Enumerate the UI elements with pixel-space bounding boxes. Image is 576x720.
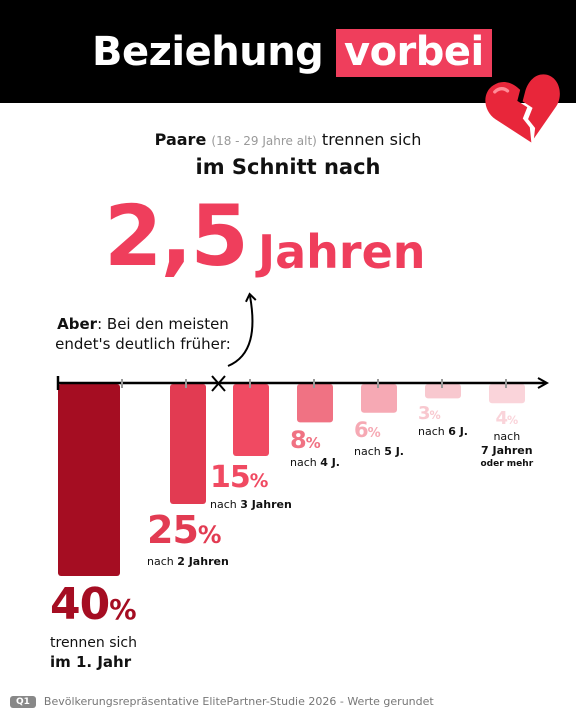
bar-value-unit: % [197, 521, 222, 549]
bar-category-bold: 4 J. [320, 456, 340, 470]
page-title: Beziehung [92, 29, 324, 75]
footer-source: Bevölkerungsrepräsentative ElitePartner-… [43, 695, 434, 708]
bar-value-unit: % [367, 425, 381, 441]
bar-5 [361, 384, 397, 413]
bar-category-bold: 6 J. [448, 425, 468, 439]
footer: Q1 Bevölkerungsrepräsentative ElitePartne… [10, 695, 434, 708]
bar-category-bold: 2 Jahren [177, 555, 229, 568]
bar-value-label: 6% [354, 419, 404, 445]
average-unit: Jahren [258, 225, 426, 279]
bar-value-number: 8 [290, 426, 307, 455]
bar-value-label: 25% [147, 510, 229, 555]
bar-category-text: nach [210, 498, 241, 511]
page-title-accent: vorbei [336, 29, 492, 77]
callout-note-text: : Bei den meisten endet's deutlich frühe… [55, 315, 231, 353]
bar-label-4: 8% nach 4 J. [290, 428, 340, 470]
bar-category-text: nach [493, 430, 521, 444]
bar-label-7: 4% nach 7 Jahren oder mehr [481, 409, 534, 470]
bar-category-bold: oder mehr [480, 459, 534, 470]
bar-category-text: nach [354, 444, 385, 458]
callout-note: Aber: Bei den meisten endet's deutlich f… [28, 314, 258, 354]
bar-value-number: 25 [147, 508, 199, 552]
bar-6 [425, 384, 461, 399]
bar-value-label: 4% [481, 409, 534, 430]
broken-heart-icon [485, 74, 560, 143]
bar-category-text: nach [147, 555, 178, 568]
bar-category-text: nach [418, 425, 449, 439]
bar-category-label: nach 2 Jahren [147, 555, 229, 569]
bar-value-number: 4 [495, 408, 507, 430]
bar-category-bold: im 1. Jahr [50, 653, 132, 671]
intro-subject: Paare [154, 130, 207, 149]
bars-group [58, 384, 525, 576]
callout-note-bold: Aber [57, 315, 98, 333]
bar-value-label: 3% [418, 404, 468, 425]
bar-3 [233, 384, 269, 456]
callout-arrow [227, 292, 257, 367]
bar-value-unit: % [109, 595, 137, 626]
bar-category-label: nach 5 J. [354, 445, 404, 459]
axis-ticks [121, 379, 507, 388]
bar-value-number: 3 [418, 403, 430, 425]
bar-4 [297, 384, 333, 423]
bar-value-label: 15% [210, 462, 292, 498]
average-number: 2,5 [104, 187, 249, 285]
bar-1 [58, 384, 120, 576]
bar-label-1: 40% trennen sich im 1. Jahr [50, 582, 137, 672]
bar-category-label: trennen sich [50, 634, 137, 652]
bar-category-bold: 5 J. [384, 444, 404, 458]
intro-age-range: (18 - 29 Jahre alt) [211, 134, 317, 148]
bar-category-label: nach 6 J. [418, 425, 468, 439]
bar-value-label: 40% [50, 582, 137, 634]
bar-value-number: 6 [354, 417, 369, 442]
intro-line-1-rest: trennen sich [321, 130, 422, 149]
bar-2 [170, 384, 206, 504]
bar-label-2: 25% nach 2 Jahren [147, 510, 229, 569]
bar-label-3: 15% nach 3 Jahren [210, 462, 292, 512]
bar-category-bold: 3 Jahren [240, 498, 292, 511]
bar-value-unit: % [249, 471, 269, 492]
bar-category-label: nach [481, 430, 534, 444]
bar-value-number: 40 [50, 579, 110, 630]
intro-line-2: im Schnitt nach [195, 155, 381, 179]
bar-value-unit: % [429, 409, 441, 423]
bar-value-number: 15 [210, 460, 251, 495]
bar-label-5: 6% nach 5 J. [354, 419, 404, 459]
bar-category-bold: 7 Jahren [481, 444, 533, 458]
bar-value-label: 8% [290, 428, 340, 456]
bar-label-6: 3% nach 6 J. [418, 404, 468, 439]
bar-7 [489, 384, 525, 404]
bar-category-text: nach [290, 456, 321, 470]
bar-value-unit: % [506, 414, 519, 428]
bar-category-label: nach 3 Jahren [210, 498, 292, 512]
bar-category-label: nach 4 J. [290, 456, 340, 470]
average-marker-cross [211, 375, 226, 392]
footer-badge: Q1 [10, 696, 36, 708]
intro-line-1: Paare (18 - 29 Jahre alt) trennen sich [0, 130, 576, 149]
bar-value-unit: % [305, 434, 321, 453]
bar-category-text: trennen sich [50, 635, 137, 651]
